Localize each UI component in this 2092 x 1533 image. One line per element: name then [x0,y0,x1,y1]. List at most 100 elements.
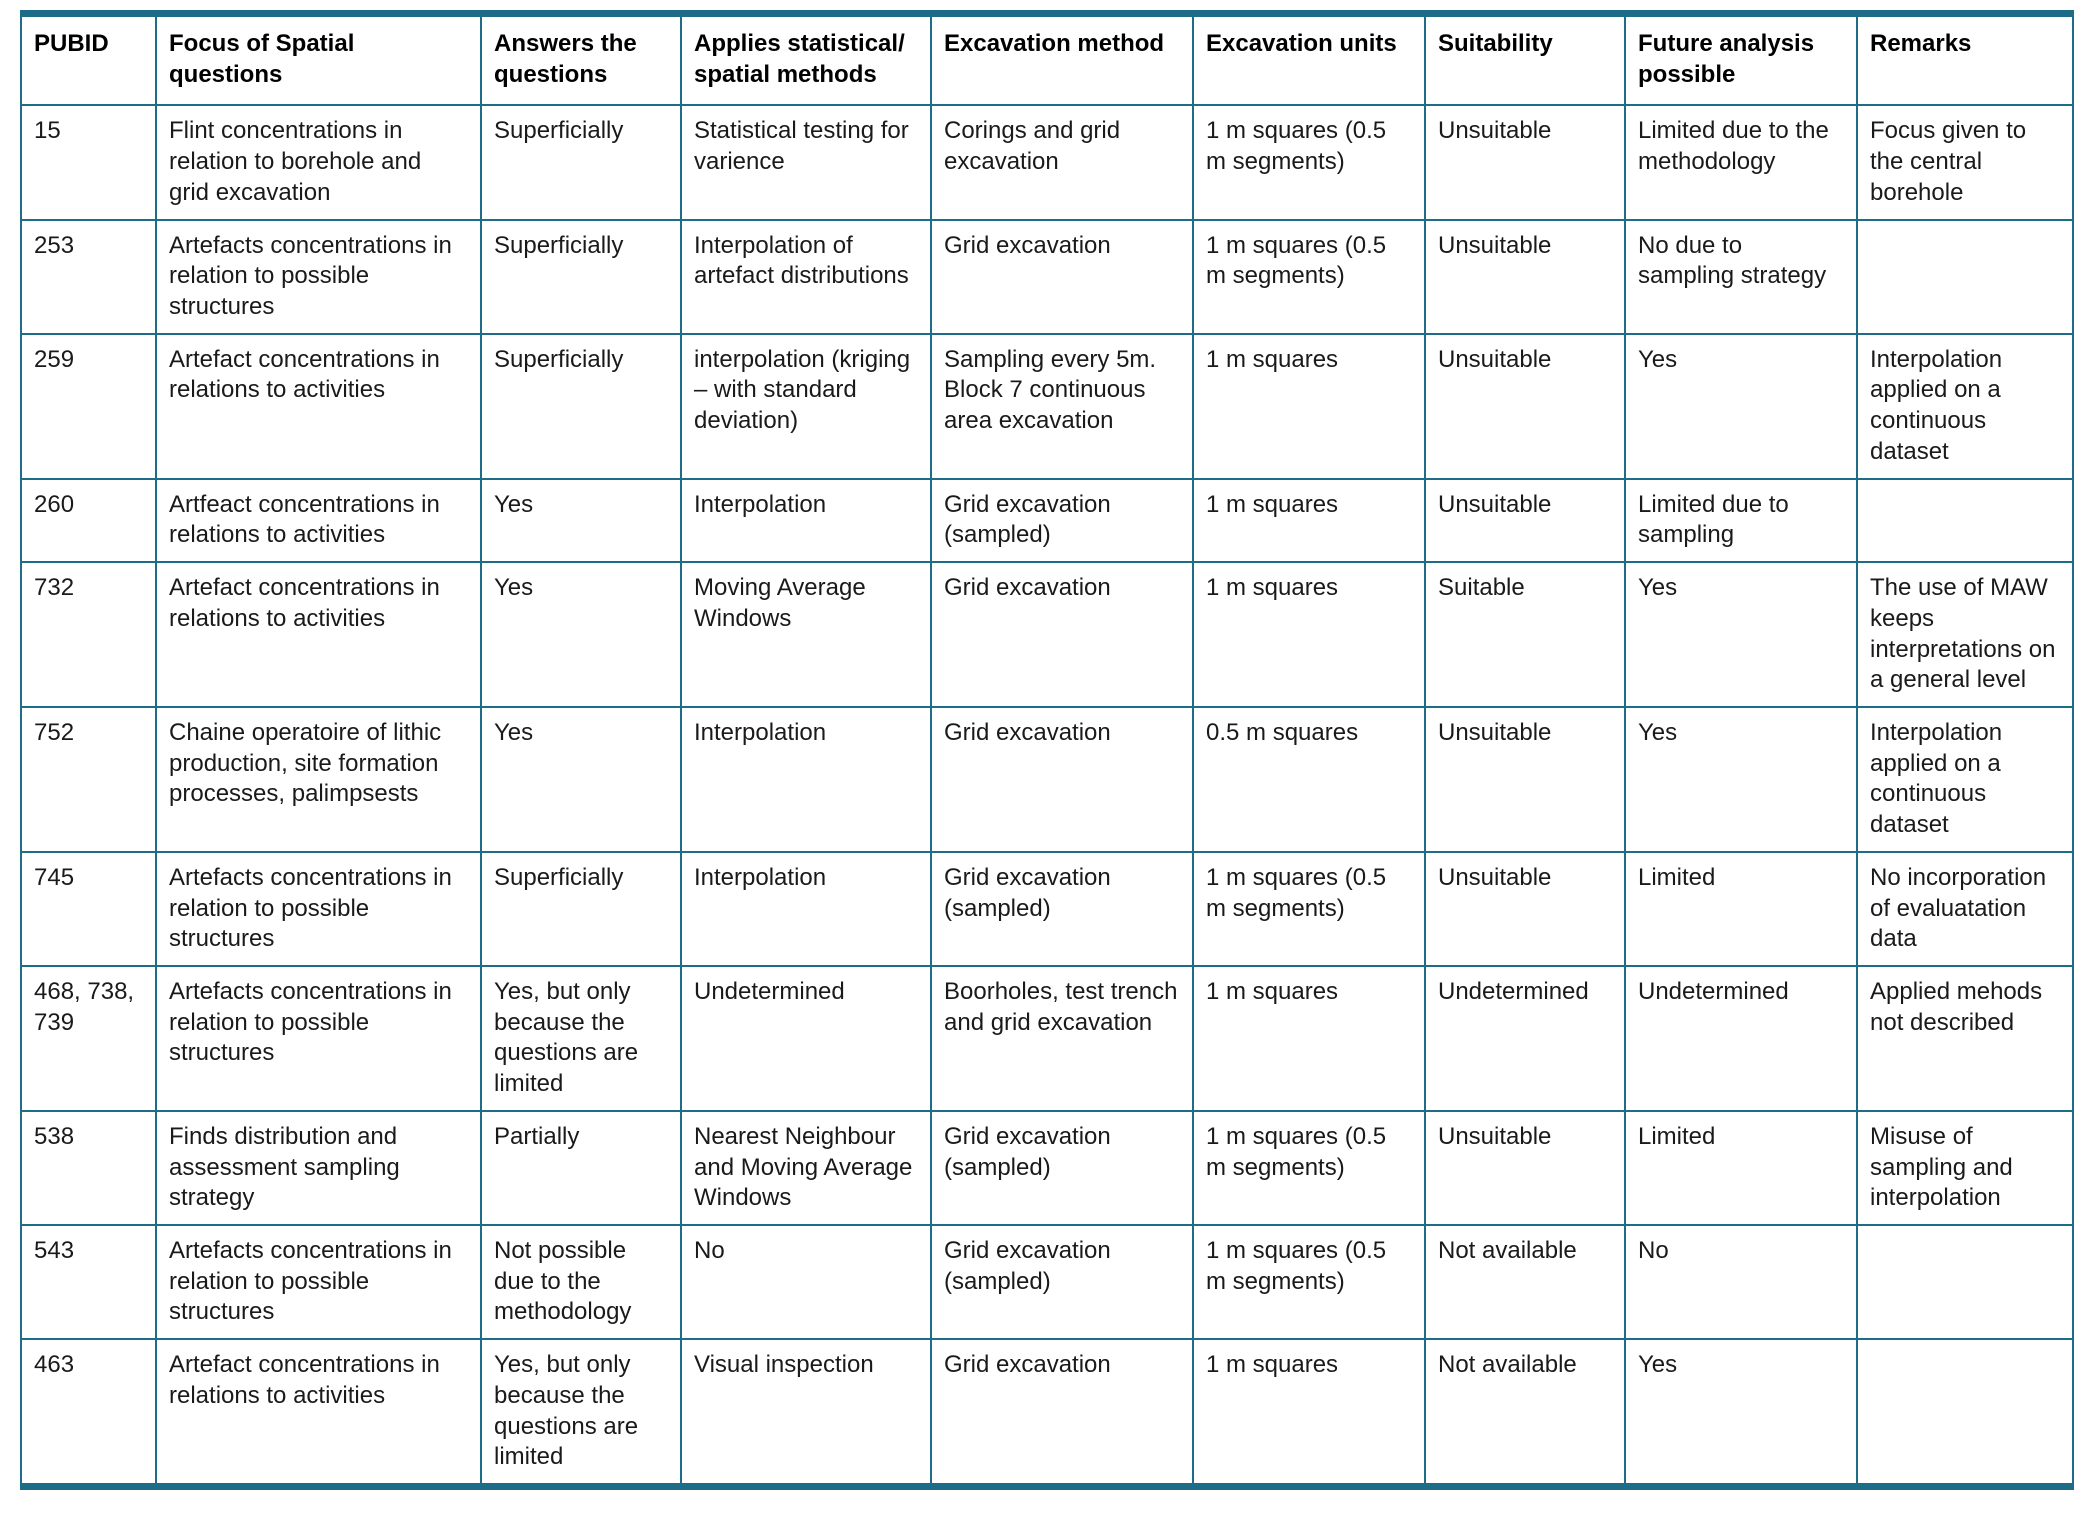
table-row: 745 Artefacts concentrations in relation … [20,850,2074,967]
cell-answers: Yes [480,561,682,708]
cell-remarks: Interpolation applied on a continuous da… [1856,332,2074,480]
column-header-focus: Focus of Spatial questions [155,12,482,107]
cell-pubid: 253 [20,218,157,335]
cell-suitability: Unsuitable [1424,104,1626,221]
spatial-analysis-table: PUBID Focus of Spatial questions Answers t… [20,10,2074,1491]
cell-focus: Artefacts concentrations in relation to … [155,850,482,967]
table-row: 259 Artefact concentrations in relations … [20,332,2074,480]
cell-remarks [1856,1338,2074,1488]
cell-exc_method: Grid excavation [930,218,1194,335]
cell-focus: Artefacts concentrations in relation to … [155,1223,482,1341]
cell-methods: Visual inspection [680,1338,932,1488]
cell-methods: Interpolation of artefact distributions [680,218,932,335]
cell-future: Limited due to sampling [1624,477,1858,564]
table-row: 463 Artefact concentrations in relations … [20,1338,2074,1488]
cell-exc_units: 1 m squares (0.5 m segments) [1192,104,1426,221]
cell-pubid: 260 [20,477,157,564]
column-header-answers: Answers the questions [480,12,682,107]
cell-answers: Superficially [480,104,682,221]
cell-pubid: 468, 738, 739 [20,964,157,1112]
cell-remarks: The use of MAW keeps interpretations on … [1856,561,2074,708]
cell-suitability: Undetermined [1424,964,1626,1112]
cell-focus: Flint concentrations in relation to bore… [155,104,482,221]
cell-pubid: 745 [20,850,157,967]
cell-exc_method: Grid excavation (sampled) [930,850,1194,967]
column-header-exc_method: Excavation method [930,12,1194,107]
cell-future: Undetermined [1624,964,1858,1112]
cell-exc_method: Grid excavation (sampled) [930,477,1194,564]
cell-remarks: Interpolation applied on a continuous da… [1856,705,2074,853]
column-header-suitability: Suitability [1424,12,1626,107]
cell-exc_method: Grid excavation (sampled) [930,1223,1194,1341]
cell-methods: Interpolation [680,705,932,853]
cell-future: Limited [1624,1109,1858,1227]
cell-suitability: Unsuitable [1424,705,1626,853]
cell-exc_units: 1 m squares [1192,332,1426,480]
table-row: 543 Artefacts concentrations in relation … [20,1223,2074,1341]
table-row: 15 Flint concentrations in relation to bo… [20,104,2074,221]
cell-exc_units: 1 m squares (0.5 m segments) [1192,218,1426,335]
cell-remarks: Focus given to the central borehole [1856,104,2074,221]
column-header-exc_units: Excavation units [1192,12,1426,107]
cell-answers: Yes [480,477,682,564]
cell-exc_units: 1 m squares [1192,1338,1426,1488]
cell-suitability: Unsuitable [1424,850,1626,967]
cell-exc_units: 1 m squares (0.5 m segments) [1192,1109,1426,1227]
cell-remarks: No incorporation of evaluatation data [1856,850,2074,967]
column-header-pubid: PUBID [20,12,157,107]
cell-remarks: Misuse of sampling and interpolation [1856,1109,2074,1227]
cell-suitability: Not available [1424,1338,1626,1488]
cell-focus: Artefact concentrations in relations to … [155,1338,482,1488]
cell-remarks [1856,477,2074,564]
cell-future: Limited due to the methodology [1624,104,1858,221]
table-row: 752 Chaine operatoire of lithic productio… [20,705,2074,853]
cell-answers: Superficially [480,850,682,967]
cell-future: Yes [1624,332,1858,480]
cell-exc_units: 1 m squares [1192,964,1426,1112]
cell-suitability: Unsuitable [1424,218,1626,335]
cell-suitability: Unsuitable [1424,332,1626,480]
table-row: 260 Artfeact concentrations in relations … [20,477,2074,564]
cell-future: No [1624,1223,1858,1341]
cell-answers: Partially [480,1109,682,1227]
cell-exc_units: 1 m squares (0.5 m segments) [1192,850,1426,967]
cell-pubid: 752 [20,705,157,853]
cell-remarks: Applied mehods not described [1856,964,2074,1112]
cell-answers: Not possible due to the methodology [480,1223,682,1341]
cell-exc_method: Boorholes, test trench and grid excavati… [930,964,1194,1112]
cell-focus: Artefacts concentrations in relation to … [155,218,482,335]
cell-methods: Statistical testing for varience [680,104,932,221]
cell-focus: Artefact concentrations in relations to … [155,561,482,708]
cell-exc_units: 1 m squares [1192,477,1426,564]
cell-exc_method: Grid excavation [930,561,1194,708]
cell-suitability: Not available [1424,1223,1626,1341]
table-row: 253 Artefacts concentrations in relation … [20,218,2074,335]
cell-future: Yes [1624,561,1858,708]
cell-focus: Artfeact concentrations in relations to … [155,477,482,564]
cell-methods: Moving Average Windows [680,561,932,708]
cell-suitability: Suitable [1424,561,1626,708]
table-row: 538 Finds distribution and assessment sam… [20,1109,2074,1227]
cell-remarks [1856,1223,2074,1341]
cell-methods: Interpolation [680,477,932,564]
cell-answers: Superficially [480,332,682,480]
cell-exc_method: Sampling every 5m. Block 7 continuous ar… [930,332,1194,480]
cell-pubid: 463 [20,1338,157,1488]
cell-future: Yes [1624,1338,1858,1488]
cell-answers: Superficially [480,218,682,335]
table-body: 15 Flint concentrations in relation to bo… [20,104,2074,1488]
cell-focus: Finds distribution and assessment sampli… [155,1109,482,1227]
cell-focus: Artefacts concentrations in relation to … [155,964,482,1112]
cell-exc_method: Corings and grid excavation [930,104,1194,221]
column-header-methods: Applies statistical/ spatial methods [680,12,932,107]
cell-methods: Interpolation [680,850,932,967]
table-row: 732 Artefact concentrations in relations … [20,561,2074,708]
cell-future: No due to sampling strategy [1624,218,1858,335]
cell-exc_units: 0.5 m squares [1192,705,1426,853]
cell-focus: Chaine operatoire of lithic production, … [155,705,482,853]
cell-pubid: 538 [20,1109,157,1227]
cell-pubid: 259 [20,332,157,480]
cell-suitability: Unsuitable [1424,1109,1626,1227]
cell-methods: No [680,1223,932,1341]
cell-exc_units: 1 m squares [1192,561,1426,708]
